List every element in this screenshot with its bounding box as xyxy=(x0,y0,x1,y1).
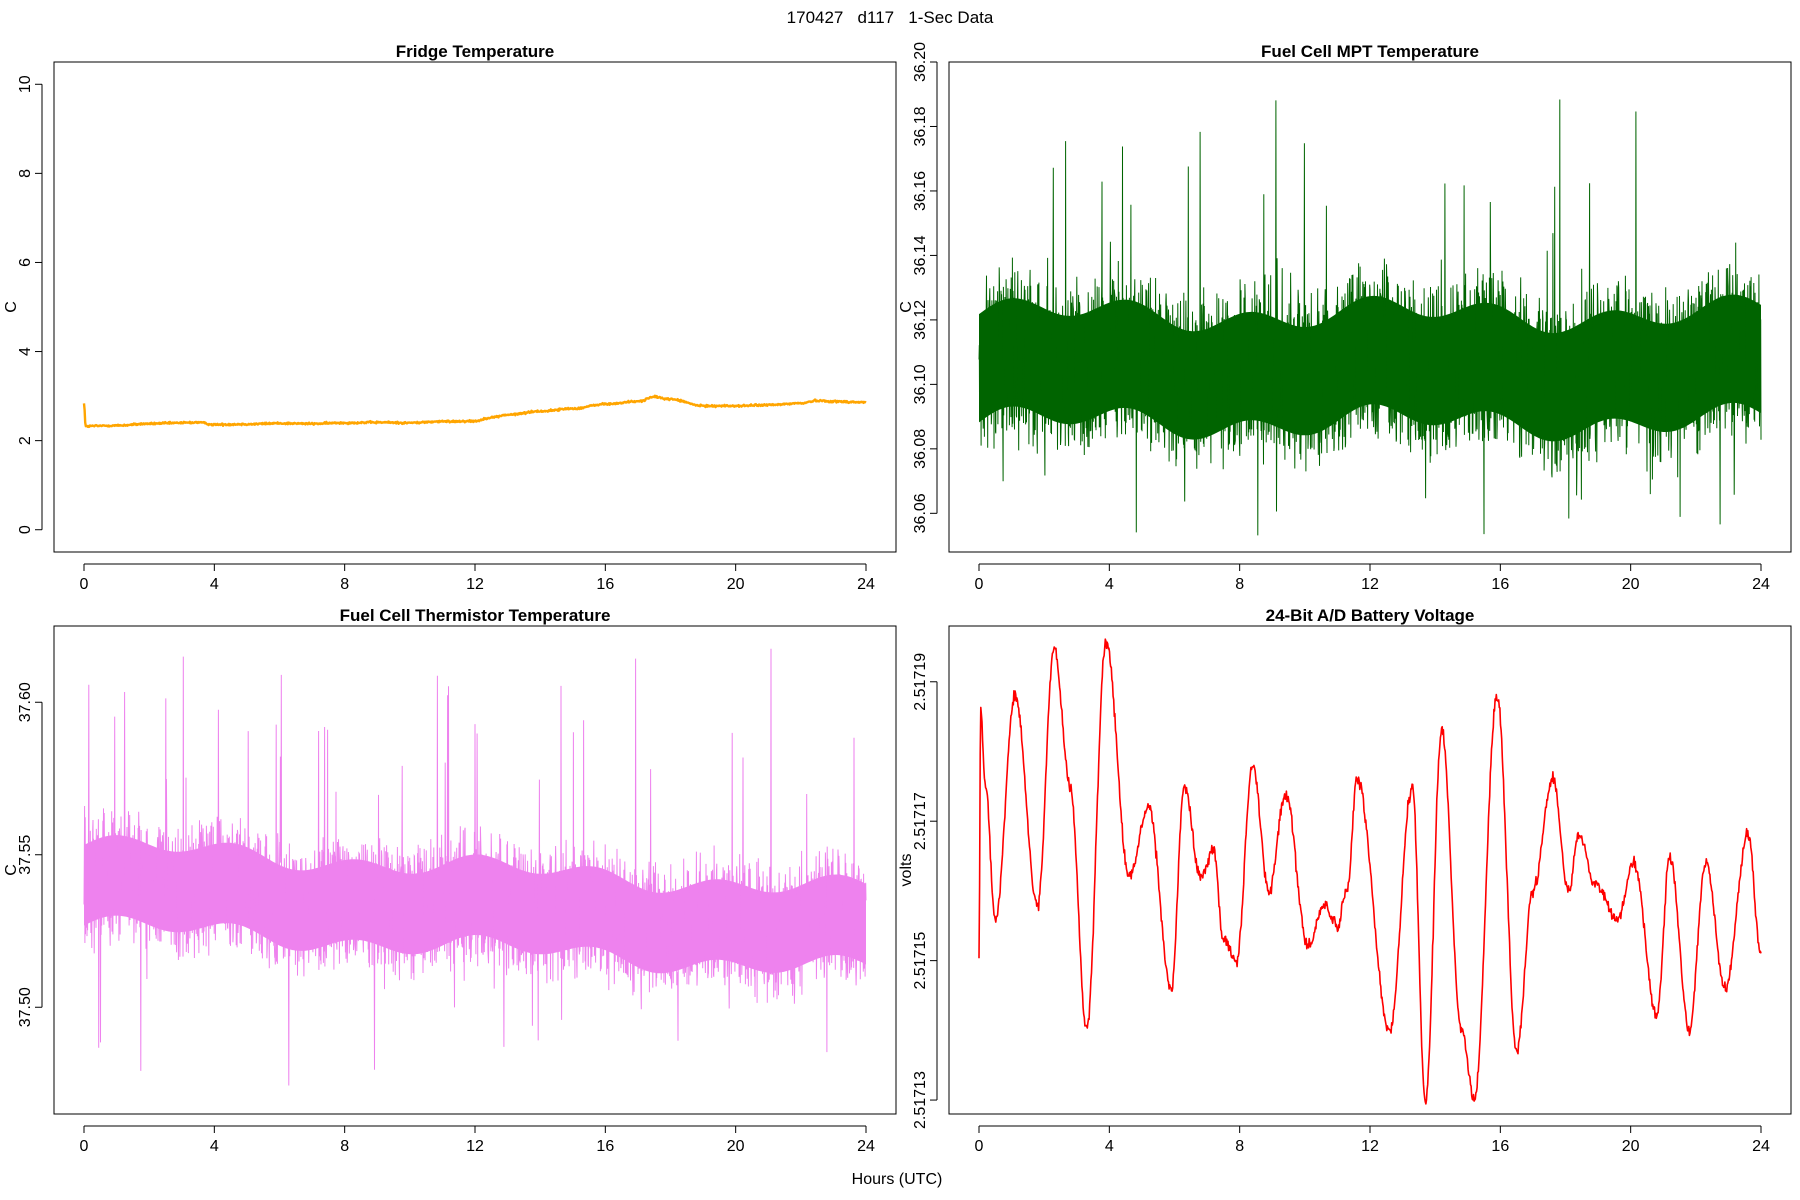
series-line xyxy=(978,638,1762,1105)
series-line xyxy=(83,648,867,1086)
x-tick-label: 12 xyxy=(466,1138,484,1155)
panel-title: Fuel Cell Thermistor Temperature xyxy=(340,606,611,625)
panel-title: 24-Bit A/D Battery Voltage xyxy=(1266,606,1475,625)
figure-title: 170427 d117 1-Sec Data xyxy=(787,8,994,27)
x-tick-label: 0 xyxy=(975,576,984,593)
x-tick-label: 8 xyxy=(1235,576,1244,593)
panel-title: Fridge Temperature xyxy=(396,42,554,61)
series-line xyxy=(82,394,867,429)
plot-frame xyxy=(53,61,897,553)
y-tick-label: 37.60 xyxy=(17,682,34,722)
x-tick-label: 24 xyxy=(1752,576,1770,593)
x-tick-label: 12 xyxy=(1361,576,1379,593)
x-tick-label: 4 xyxy=(1105,576,1114,593)
x-tick-label: 16 xyxy=(1491,1138,1509,1155)
x-tick-label: 24 xyxy=(857,576,875,593)
x-tick-label: 20 xyxy=(727,1138,745,1155)
x-tick-label: 20 xyxy=(1622,1138,1640,1155)
y-tick-label: 0 xyxy=(17,525,34,534)
panel-battery-voltage: 24-Bit A/D Battery Voltage volts 0 4 8 12 16 20… xyxy=(898,606,1792,1155)
y-axis-label: C xyxy=(3,864,20,876)
y-tick-label: 37.55 xyxy=(17,835,34,875)
x-tick-label: 0 xyxy=(975,1138,984,1155)
y-tick-label: 36.06 xyxy=(912,493,929,533)
y-tick-label: 2.51715 xyxy=(912,932,929,990)
series-line xyxy=(978,99,1762,536)
y-tick-label: 37.50 xyxy=(17,987,34,1027)
x-tick-label: 20 xyxy=(727,576,745,593)
y-tick-label: 36.14 xyxy=(912,235,929,275)
plot-frame xyxy=(948,625,1792,1115)
x-tick-label: 8 xyxy=(340,1138,349,1155)
x-tick-label: 0 xyxy=(80,576,89,593)
y-tick-label: 36.20 xyxy=(912,42,929,82)
x-tick-label: 24 xyxy=(1752,1138,1770,1155)
y-tick-label: 36.08 xyxy=(912,429,929,469)
plot-frame xyxy=(948,61,1792,553)
x-tick-label: 8 xyxy=(1235,1138,1244,1155)
x-axis-label: Hours (UTC) xyxy=(852,1171,943,1188)
x-tick-label: 16 xyxy=(1491,576,1509,593)
y-tick-label: 4 xyxy=(17,347,34,356)
x-tick-label: 20 xyxy=(1622,576,1640,593)
x-tick-label: 24 xyxy=(857,1138,875,1155)
y-axis-label: volts xyxy=(898,854,915,887)
panel-title: Fuel Cell MPT Temperature xyxy=(1261,42,1479,61)
y-tick-label: 10 xyxy=(17,75,34,93)
y-tick-label: 2.51713 xyxy=(912,1071,929,1129)
x-tick-label: 8 xyxy=(340,576,349,593)
plot-frame xyxy=(53,625,897,1115)
y-tick-label: 2 xyxy=(17,436,34,445)
y-tick-label: 36.18 xyxy=(912,106,929,146)
x-tick-label: 4 xyxy=(1105,1138,1114,1155)
x-tick-label: 4 xyxy=(210,576,219,593)
x-tick-label: 4 xyxy=(210,1138,219,1155)
y-tick-label: 36.10 xyxy=(912,364,929,404)
y-tick-label: 6 xyxy=(17,258,34,267)
x-tick-label: 0 xyxy=(80,1138,89,1155)
y-axis-label: C xyxy=(3,301,20,313)
y-tick-label: 36.16 xyxy=(912,171,929,211)
x-tick-label: 12 xyxy=(466,576,484,593)
y-tick-label: 36.12 xyxy=(912,300,929,340)
y-tick-label: 8 xyxy=(17,169,34,178)
x-tick-label: 16 xyxy=(596,576,614,593)
y-tick-label: 2.51717 xyxy=(912,792,929,850)
x-tick-label: 16 xyxy=(596,1138,614,1155)
panel-fuel-cell-mpt-temperature: Fuel Cell MPT Temperature C 0 4 8 12 16 20 24 36.… xyxy=(898,42,1792,593)
panel-fuel-cell-thermistor-temperature: Fuel Cell Thermistor Temperature C 0 4 8 12 16… xyxy=(3,606,897,1155)
y-axis-label: C xyxy=(898,301,915,313)
x-tick-label: 12 xyxy=(1361,1138,1379,1155)
y-tick-label: 2.51719 xyxy=(912,653,929,711)
